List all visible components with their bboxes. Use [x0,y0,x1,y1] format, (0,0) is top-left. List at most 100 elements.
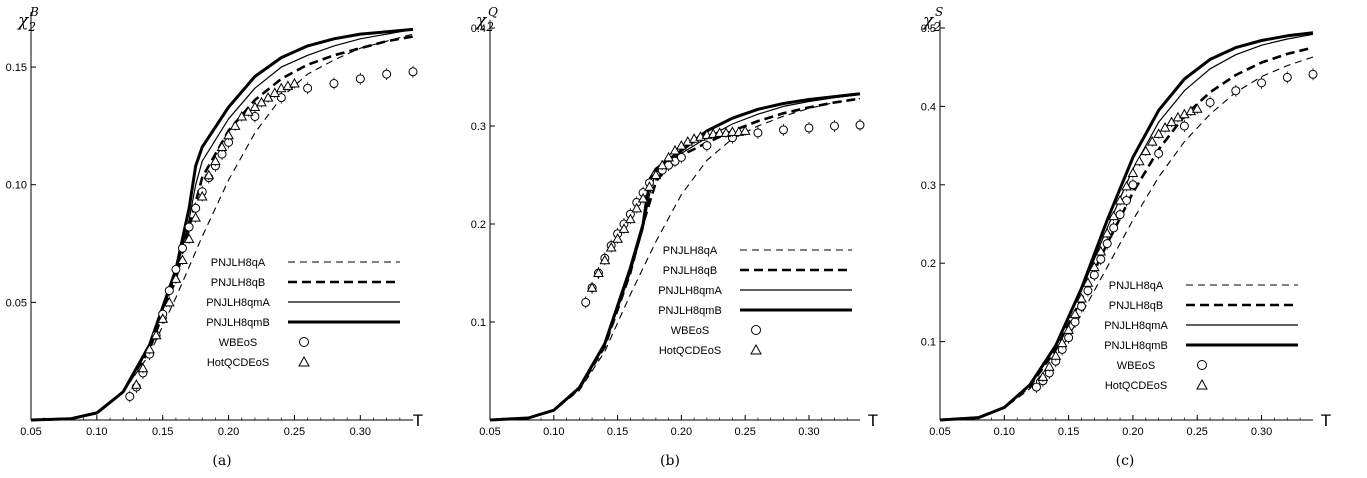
legend-swatch-wbeos [751,325,761,335]
data-point-wbeos [1282,72,1292,82]
legend-label: PNJLH8qmB [658,305,722,317]
data-point-hotqcdeos [1050,350,1062,360]
data-point-hotqcdeos [586,282,598,292]
x-axis-label: T [413,411,423,430]
data-point-wbeos [355,74,365,84]
data-point-wbeos [1109,223,1119,233]
legend-swatch-hotqcdeos [750,343,762,355]
data-point-hotqcdeos [650,169,662,179]
y-axis-label: χ2B [17,5,39,34]
legend-swatch-hotqcdeos [1196,378,1208,390]
data-point-hotqcdeos [1134,155,1145,166]
legend-label: WBEoS [219,337,258,349]
x-tick-label: 0.05 [929,426,950,438]
data-point-hotqcdeos [605,242,617,252]
data-point-hotqcdeos [163,296,175,307]
data-point-wbeos [804,123,814,133]
x-tick-label: 0.15 [152,426,173,438]
data-point-hotqcdeos [599,254,611,265]
legend-label: HotQCDEoS [659,345,721,357]
y-tick-label: 0.2 [471,219,486,231]
data-point-hotqcdeos [612,233,623,243]
y-tick-label: 0.1 [921,337,936,349]
data-point-hotqcdeos [216,141,228,152]
legend-label: PNJLH8qB [1109,300,1163,312]
legend-label: PNJLH8qA [1109,280,1164,292]
data-point-wbeos [1115,210,1125,220]
data-point-hotqcdeos [1121,180,1132,191]
y-tick-label: 0.1 [471,317,486,329]
series-line-pnjlh8qmb [30,27,414,422]
data-point-wbeos [1231,86,1241,96]
data-point-hotqcdeos [210,155,221,166]
data-point-hotqcdeos [593,267,604,277]
legend-label: PNJLH8qmA [658,285,722,297]
data-point-wbeos [1096,254,1106,264]
data-point-hotqcdeos [631,202,643,213]
x-tick-label: 0.25 [1187,426,1208,438]
y-tick-label: 0.3 [921,180,936,192]
y-axis-label: χ2S [922,5,943,34]
y-tick-label: 0.3 [471,121,486,133]
data-point-hotqcdeos [739,125,751,135]
data-point-wbeos [676,152,686,162]
data-point-hotqcdeos [289,78,300,88]
y-tick-label: 0.10 [6,180,27,192]
data-point-hotqcdeos [1114,194,1126,205]
data-point-wbeos [329,79,339,89]
data-point-wbeos [164,286,174,296]
chart-panel-a: 0.05 0.10 0.15 0.20 0.25 0.30 0.05 0.10 0.15 χ2B T… [6,5,424,469]
x-tick-label: 0.30 [350,426,371,438]
data-point-wbeos [829,121,839,131]
data-point-wbeos [855,120,865,130]
data-point-wbeos [1089,270,1099,280]
panel-caption: (b) [660,453,680,469]
data-point-wbeos [1128,180,1138,190]
y-tick-label: 0.15 [6,62,27,74]
data-point-wbeos [125,391,135,401]
data-point-hotqcdeos [1166,116,1177,127]
data-point-wbeos [177,243,187,253]
legend-swatch-wbeos [299,337,309,347]
legend-label: PNJLH8qmB [1104,340,1168,352]
y-tick-label: 0.4 [921,101,936,113]
legend-label: PNJLH8qmB [206,317,270,329]
data-point-hotqcdeos [1140,145,1152,156]
x-axis-label: T [1321,411,1331,430]
legend-label: HotQCDEoS [207,357,269,369]
legend-label: PNJLH8qA [211,257,266,269]
y-tick-label: 0.05 [6,297,27,309]
data-point-hotqcdeos [1037,371,1049,381]
data-point-hotqcdeos [203,169,215,180]
data-point-hotqcdeos [1076,292,1087,303]
x-tick-label: 0.20 [671,426,692,438]
x-tick-label: 0.10 [543,426,564,438]
data-point-hotqcdeos [624,213,636,224]
legend-swatch-hotqcdeos [298,355,310,367]
x-tick-label: 0.25 [734,426,755,438]
data-point-wbeos [171,264,181,274]
data-point-hotqcdeos [150,329,162,340]
data-point-hotqcdeos [223,129,234,140]
data-point-hotqcdeos [1063,324,1074,334]
x-tick-label: 0.15 [1058,426,1079,438]
data-point-hotqcdeos [183,233,195,243]
data-point-hotqcdeos [1095,245,1107,256]
panel-caption: (c) [1116,453,1135,469]
data-point-wbeos [408,67,418,77]
data-point-hotqcdeos [1043,361,1055,371]
legend-label: WBEoS [1117,360,1156,372]
data-point-hotqcdeos [1146,136,1158,146]
legend-label: HotQCDEoS [1105,380,1167,392]
x-tick-label: 0.30 [1251,426,1272,438]
x-tick-label: 0.25 [284,426,305,438]
data-point-wbeos [753,128,763,138]
data-point-wbeos [184,222,194,232]
data-point-hotqcdeos [190,212,202,222]
data-point-wbeos [1076,301,1086,311]
data-point-hotqcdeos [256,96,267,107]
y-tick-label: 0.5 [921,23,936,35]
data-point-hotqcdeos [269,87,281,97]
data-point-wbeos [303,83,313,93]
